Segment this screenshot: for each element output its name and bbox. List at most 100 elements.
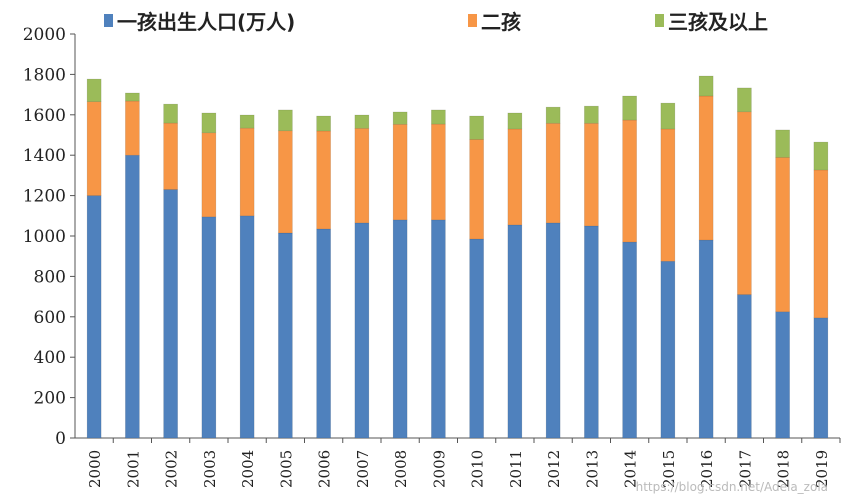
bar-segment-1-2013 [584, 225, 599, 439]
bar-segment-2-2008 [392, 123, 408, 221]
bar-segment-2-2019 [813, 169, 829, 319]
y-tick-label: 1200 [23, 187, 66, 207]
bar-segment-2-2003 [201, 132, 217, 218]
x-tick-label: 2009 [430, 450, 448, 488]
x-tick-label: 2015 [660, 450, 678, 488]
watermark: https://blog.csdn.net/Adela_zola [635, 480, 828, 494]
x-tick-label: 2019 [813, 450, 831, 488]
x-tick-label: 2004 [239, 450, 257, 488]
y-tick-label: 1400 [23, 146, 66, 166]
bar-segment-2-2000 [86, 101, 102, 196]
bar-segment-1-2019 [813, 317, 829, 439]
bar-segment-1-2001 [125, 154, 140, 439]
y-tick-label: 0 [55, 429, 66, 449]
legend-label: 二孩 [481, 10, 521, 34]
bar-segment-2-2006 [316, 130, 331, 230]
bar-segment-1-2018 [775, 311, 790, 439]
bar-segment-2-2015 [660, 128, 676, 262]
legend-item-second-child: 二孩 [468, 6, 521, 35]
bar-segment-1-2000 [86, 195, 102, 439]
bar-segment-1-2017 [737, 294, 752, 439]
x-tick-label: 2002 [163, 450, 181, 488]
x-tick-label: 2007 [354, 450, 372, 488]
legend-swatch [468, 14, 477, 27]
x-tick-label: 2017 [736, 450, 754, 488]
bar-segment-1-2008 [392, 219, 408, 439]
bar-segment-3-2000 [86, 78, 102, 102]
x-tick-label: 2011 [507, 450, 525, 488]
bar-segment-2-2007 [354, 128, 370, 224]
y-tick-label: 800 [34, 267, 66, 287]
y-tick-label: 1000 [23, 227, 66, 247]
bar-segment-2-2016 [698, 95, 714, 241]
bar-segment-3-2002 [163, 103, 178, 124]
bar-segment-2-2012 [545, 122, 561, 224]
bar-segment-1-2014 [622, 241, 637, 439]
bar-segment-3-2011 [507, 112, 523, 130]
bar-segment-3-2006 [316, 115, 331, 132]
bar-segment-3-2013 [584, 105, 599, 124]
bar-segment-2-2005 [278, 130, 293, 234]
bar-segment-2-2010 [469, 139, 484, 240]
bar-segment-3-2014 [622, 95, 637, 121]
bar-segment-3-2004 [239, 114, 255, 129]
bar-segment-1-2007 [354, 222, 370, 439]
x-tick-label: 2008 [392, 450, 410, 488]
legend-item-first-child: 一孩出生人口(万人) [104, 6, 295, 35]
bar-segment-3-2005 [278, 109, 293, 132]
bar-segment-2-2013 [584, 122, 599, 227]
x-tick-label: 2016 [698, 450, 716, 488]
bar-segment-3-2009 [431, 109, 446, 125]
x-tick-label: 2012 [545, 450, 563, 488]
bar-segment-3-2012 [545, 106, 561, 124]
bar-segment-2-2011 [507, 128, 523, 226]
bar-segment-2-2009 [431, 123, 446, 221]
bar-segment-1-2011 [507, 224, 523, 439]
bar-segment-1-2009 [431, 219, 446, 439]
x-tick-label: 2003 [201, 450, 219, 488]
bar-segment-3-2019 [813, 141, 829, 171]
bar-segment-2-2018 [775, 157, 790, 313]
bar-segment-3-2018 [775, 129, 790, 158]
legend: 一孩出生人口(万人) 二孩 三孩及以上 [0, 6, 850, 36]
bar-segment-2-2017 [737, 111, 752, 295]
bar-segment-1-2002 [163, 189, 178, 439]
x-tick-label: 2010 [469, 450, 487, 488]
bar-segment-3-2016 [698, 75, 714, 97]
x-tick-label: 2018 [775, 450, 793, 488]
y-tick-label: 200 [34, 389, 66, 409]
bar-segment-3-2001 [125, 92, 140, 102]
bar-segment-2-2004 [239, 127, 255, 217]
y-tick-label: 600 [34, 308, 66, 328]
legend-swatch [655, 14, 664, 27]
bar-segment-2-2014 [622, 119, 637, 243]
bar-segment-3-2010 [469, 115, 484, 140]
bar-segment-1-2003 [201, 216, 217, 439]
bar-segment-1-2012 [545, 222, 561, 439]
bar-segment-1-2010 [469, 238, 484, 439]
y-tick-label: 2000 [23, 25, 66, 45]
y-tick-label: 400 [34, 348, 66, 368]
bar-segment-1-2004 [239, 215, 255, 439]
legend-label: 三孩及以上 [668, 10, 768, 34]
legend-item-third-child: 三孩及以上 [655, 6, 768, 35]
bar-segment-2-2002 [163, 122, 178, 190]
y-tick-label: 1600 [23, 106, 66, 126]
bar-segment-3-2015 [660, 102, 676, 130]
y-tick-label: 1800 [23, 65, 66, 85]
bar-segment-1-2016 [698, 239, 714, 439]
x-tick-label: 2005 [277, 450, 295, 488]
bar-segment-1-2005 [278, 232, 293, 439]
x-tick-label: 2013 [583, 450, 601, 488]
bar-segment-3-2017 [737, 87, 752, 113]
legend-swatch [104, 14, 113, 27]
bar-segment-2-2001 [125, 100, 140, 156]
x-tick-label: 2000 [86, 450, 104, 488]
bar-segment-3-2008 [392, 111, 408, 125]
x-tick-label: 2014 [622, 450, 640, 488]
legend-label: 一孩出生人口(万人) [117, 10, 296, 34]
x-tick-label: 2006 [316, 450, 334, 488]
bar-segment-3-2007 [354, 114, 370, 129]
bar-segment-3-2003 [201, 112, 217, 134]
